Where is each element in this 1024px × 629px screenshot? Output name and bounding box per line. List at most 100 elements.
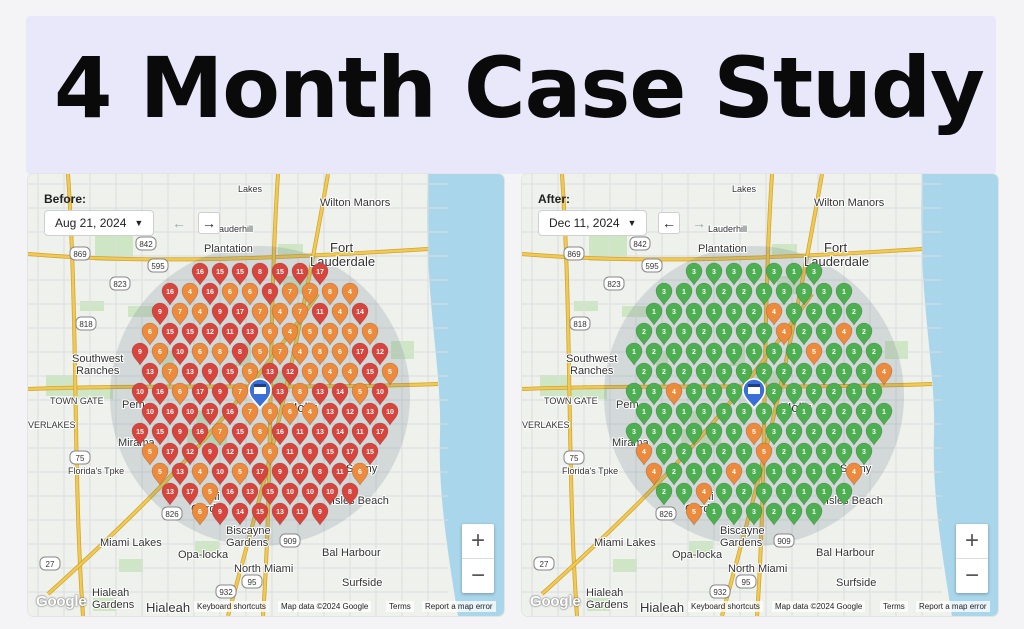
- rank-pin[interactable]: 4: [695, 482, 713, 506]
- rank-pin[interactable]: 1: [695, 362, 713, 386]
- rank-pin[interactable]: 7: [281, 282, 299, 306]
- rank-pin[interactable]: 11: [311, 302, 329, 326]
- rank-pin[interactable]: 5: [141, 442, 159, 466]
- rank-pin[interactable]: 5: [381, 362, 399, 386]
- rank-pin[interactable]: 15: [361, 442, 379, 466]
- rank-pin[interactable]: 5: [241, 362, 259, 386]
- rank-pin[interactable]: 15: [151, 422, 169, 446]
- rank-pin[interactable]: 10: [181, 402, 199, 426]
- rank-pin[interactable]: 7: [211, 422, 229, 446]
- rank-pin[interactable]: 3: [765, 422, 783, 446]
- rank-pin[interactable]: 3: [685, 382, 703, 406]
- rank-pin[interactable]: 1: [725, 342, 743, 366]
- rank-pin[interactable]: 3: [695, 282, 713, 306]
- rank-pin[interactable]: 1: [705, 302, 723, 326]
- rank-pin[interactable]: 2: [685, 342, 703, 366]
- terms-link[interactable]: Terms: [386, 601, 414, 612]
- rank-pin[interactable]: 2: [675, 442, 693, 466]
- rank-pin[interactable]: 10: [171, 342, 189, 366]
- rank-pin[interactable]: 3: [655, 282, 673, 306]
- rank-pin[interactable]: 10: [301, 482, 319, 506]
- rank-pin[interactable]: 9: [151, 302, 169, 326]
- rank-pin[interactable]: 8: [251, 262, 269, 286]
- rank-pin[interactable]: 2: [715, 282, 733, 306]
- rank-pin[interactable]: 1: [755, 282, 773, 306]
- rank-pin[interactable]: 2: [835, 402, 853, 426]
- rank-pin[interactable]: 4: [835, 322, 853, 346]
- rank-pin[interactable]: 6: [191, 502, 209, 526]
- rank-pin[interactable]: 4: [191, 302, 209, 326]
- rank-pin[interactable]: 3: [865, 422, 883, 446]
- rank-pin[interactable]: 1: [805, 462, 823, 486]
- rank-pin[interactable]: 1: [795, 482, 813, 506]
- rank-pin[interactable]: 3: [785, 382, 803, 406]
- rank-pin[interactable]: 2: [825, 382, 843, 406]
- rank-pin[interactable]: 3: [725, 262, 743, 286]
- rank-pin[interactable]: 13: [311, 382, 329, 406]
- rank-pin[interactable]: 1: [775, 482, 793, 506]
- rank-pin[interactable]: 5: [351, 382, 369, 406]
- rank-pin[interactable]: 1: [845, 382, 863, 406]
- rank-pin[interactable]: 3: [775, 282, 793, 306]
- rank-pin[interactable]: 6: [221, 282, 239, 306]
- rank-pin[interactable]: 15: [161, 322, 179, 346]
- rank-pin[interactable]: 3: [685, 422, 703, 446]
- rank-pin[interactable]: 2: [865, 342, 883, 366]
- rank-pin[interactable]: 10: [131, 382, 149, 406]
- rank-pin[interactable]: 6: [141, 322, 159, 346]
- rank-pin[interactable]: 2: [735, 362, 753, 386]
- rank-pin[interactable]: 8: [311, 342, 329, 366]
- rank-pin[interactable]: 4: [875, 362, 893, 386]
- rank-pin[interactable]: 15: [251, 502, 269, 526]
- rank-pin[interactable]: 3: [715, 362, 733, 386]
- rank-pin[interactable]: 2: [645, 342, 663, 366]
- rank-pin[interactable]: 13: [241, 482, 259, 506]
- rank-pin[interactable]: 2: [855, 322, 873, 346]
- rank-pin[interactable]: 17: [161, 442, 179, 466]
- rank-pin[interactable]: 2: [665, 462, 683, 486]
- rank-pin[interactable]: 2: [635, 362, 653, 386]
- terms-link[interactable]: Terms: [880, 601, 908, 612]
- rank-pin[interactable]: 3: [655, 322, 673, 346]
- rank-pin[interactable]: 2: [805, 422, 823, 446]
- rank-pin[interactable]: 8: [301, 442, 319, 466]
- rank-pin[interactable]: 7: [291, 302, 309, 326]
- rank-pin[interactable]: 4: [725, 462, 743, 486]
- rank-pin[interactable]: 17: [231, 302, 249, 326]
- rank-pin[interactable]: 15: [361, 362, 379, 386]
- rank-pin[interactable]: 6: [191, 342, 209, 366]
- rank-pin[interactable]: 9: [211, 382, 229, 406]
- rank-pin[interactable]: 3: [765, 342, 783, 366]
- rank-pin[interactable]: 2: [825, 422, 843, 446]
- rank-pin[interactable]: 1: [675, 282, 693, 306]
- rank-pin[interactable]: 1: [795, 402, 813, 426]
- rank-pin[interactable]: 3: [725, 302, 743, 326]
- rank-pin[interactable]: 2: [795, 362, 813, 386]
- rank-pin[interactable]: 1: [835, 282, 853, 306]
- rank-pin[interactable]: 3: [755, 402, 773, 426]
- rank-pin[interactable]: 3: [815, 282, 833, 306]
- rank-pin[interactable]: 8: [251, 422, 269, 446]
- rank-pin[interactable]: 14: [351, 302, 369, 326]
- rank-pin[interactable]: 8: [211, 342, 229, 366]
- rank-pin[interactable]: 2: [715, 442, 733, 466]
- rank-pin[interactable]: 16: [271, 422, 289, 446]
- rank-pin[interactable]: 12: [201, 322, 219, 346]
- rank-pin[interactable]: 2: [755, 362, 773, 386]
- rank-pin[interactable]: 1: [765, 462, 783, 486]
- rank-pin[interactable]: 11: [221, 322, 239, 346]
- rank-pin[interactable]: 3: [765, 262, 783, 286]
- rank-pin[interactable]: 1: [835, 482, 853, 506]
- rank-pin[interactable]: 17: [351, 342, 369, 366]
- rank-pin[interactable]: 3: [685, 262, 703, 286]
- rank-pin[interactable]: 4: [635, 442, 653, 466]
- rank-pin[interactable]: 9: [201, 442, 219, 466]
- rank-pin[interactable]: 2: [815, 402, 833, 426]
- next-date-button[interactable]: →: [688, 212, 710, 234]
- rank-pin[interactable]: 13: [181, 362, 199, 386]
- rank-pin[interactable]: 17: [291, 462, 309, 486]
- rank-pin[interactable]: 4: [765, 302, 783, 326]
- rank-pin[interactable]: 9: [131, 342, 149, 366]
- rank-pin[interactable]: 2: [775, 402, 793, 426]
- rank-pin[interactable]: 3: [835, 442, 853, 466]
